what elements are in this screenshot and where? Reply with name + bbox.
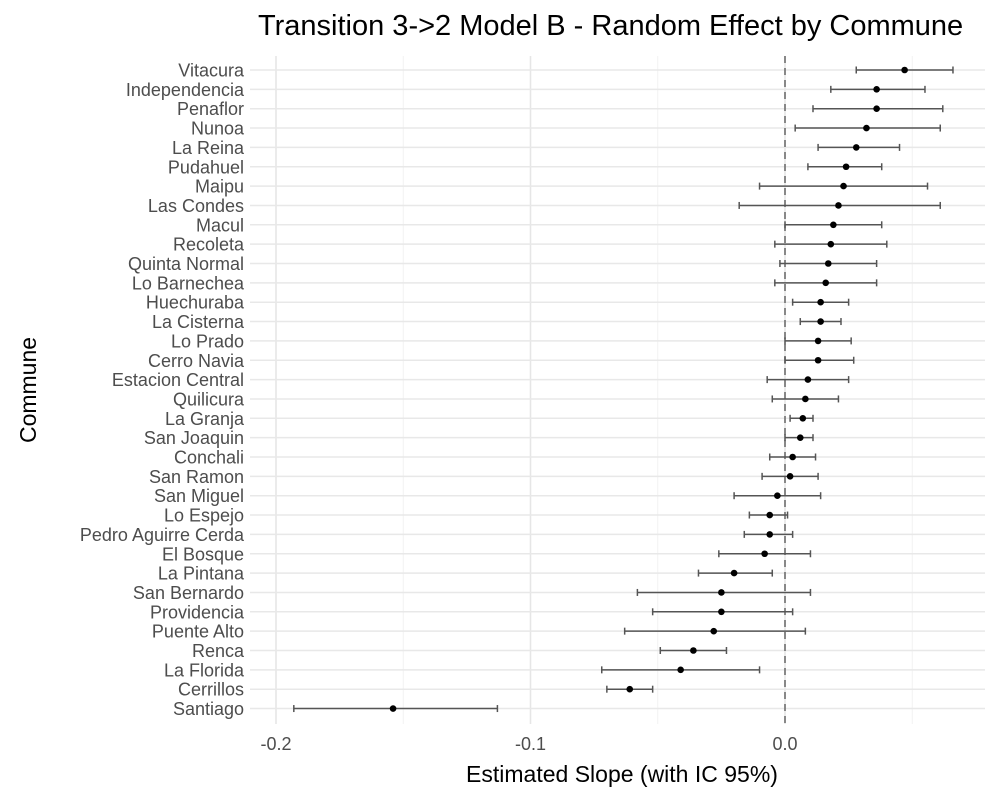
y-tick-label: Conchali: [174, 448, 244, 468]
y-tick-label: Lo Prado: [171, 331, 244, 351]
point-recoleta: [827, 240, 835, 248]
point-puente-alto: [710, 627, 718, 635]
point-cerro-navia: [814, 356, 822, 364]
y-tick-label: Santiago: [173, 699, 244, 719]
x-tick-label: 0.0: [772, 734, 797, 754]
point-pedro-aguirre-cerda: [766, 531, 774, 538]
point-penaflor: [873, 105, 880, 112]
y-tick-label: Pedro Aguirre Cerda: [80, 525, 245, 545]
y-tick-label: Pudahuel: [168, 157, 244, 177]
point-quinta-normal: [824, 260, 832, 267]
point-san-ramon: [786, 473, 794, 480]
y-tick-label: Nunoa: [191, 119, 245, 139]
y-tick-label: Quinta Normal: [128, 254, 244, 274]
x-tick-label: -0.2: [260, 734, 291, 754]
point-renca: [690, 647, 697, 654]
y-tick-label: Penaflor: [177, 99, 244, 119]
point-conchali: [789, 453, 796, 461]
point-la-reina: [852, 144, 860, 151]
y-tick-label: Renca: [192, 641, 245, 661]
point-lo-prado: [814, 337, 822, 345]
y-tick-label: San Joaquin: [144, 428, 244, 448]
x-tick-labels: -0.2 -0.1 0.0: [260, 734, 797, 754]
estimate-points: [389, 66, 908, 712]
point-san-bernardo: [718, 589, 725, 596]
y-tick-label: La Pintana: [158, 564, 245, 584]
point-la-florida: [677, 666, 684, 674]
y-axis-title: Commune: [15, 337, 41, 443]
point-huechuraba: [817, 298, 824, 306]
point-la-pintana: [730, 569, 738, 577]
y-tick-label: Recoleta: [173, 235, 245, 255]
y-tick-label: Independencia: [126, 80, 245, 100]
y-tick-label: Las Condes: [148, 196, 244, 216]
y-tick-label: Vitacura: [178, 61, 245, 81]
point-independencia: [873, 86, 880, 93]
chart-title: Transition 3->2 Model B - Random Effect …: [258, 10, 964, 42]
y-tick-label: La Florida: [164, 660, 245, 680]
y-tick-label: San Bernardo: [133, 583, 244, 603]
point-lo-barnechea: [822, 279, 830, 287]
point-maipu: [840, 182, 847, 190]
y-tick-label: La Cisterna: [152, 312, 245, 332]
y-tick-label: La Granja: [165, 409, 245, 429]
point-san-joaquin: [796, 434, 804, 441]
confidence-intervals: [293, 66, 954, 713]
y-tick-label: Lo Barnechea: [132, 273, 245, 293]
y-tick-label: La Reina: [172, 138, 245, 158]
point-pudahuel: [842, 163, 850, 171]
point-san-miguel: [774, 492, 781, 500]
grid-lines: [250, 56, 985, 724]
y-tick-label: Huechuraba: [146, 293, 245, 313]
y-tick-label: Cerro Navia: [148, 351, 245, 371]
point-nunoa: [863, 124, 870, 132]
point-quilicura: [802, 395, 809, 403]
y-tick-label: Lo Espejo: [164, 506, 244, 526]
y-tick-label: San Ramon: [149, 467, 244, 487]
point-el-bosque: [761, 550, 768, 558]
point-la-cisterna: [817, 318, 824, 325]
point-estacion-central: [804, 376, 812, 383]
point-macul: [830, 221, 837, 229]
y-tick-label: Quilicura: [173, 389, 245, 409]
y-tick-label: Providencia: [150, 602, 245, 622]
point-cerrillos: [626, 685, 634, 693]
y-tick-label: Macul: [196, 215, 244, 235]
y-tick-label: Puente Alto: [152, 622, 244, 642]
x-axis-title: Estimated Slope (with IC 95%): [466, 761, 778, 787]
point-providencia: [718, 608, 725, 616]
x-tick-label: -0.1: [515, 734, 546, 754]
y-tick-label: Estacion Central: [112, 370, 244, 390]
point-vitacura: [901, 66, 908, 74]
point-lo-espejo: [766, 511, 774, 519]
y-tick-label: San Miguel: [154, 486, 244, 506]
point-santiago: [389, 705, 397, 712]
point-la-granja: [799, 415, 807, 422]
y-tick-label: Maipu: [195, 177, 244, 197]
y-tick-label: Cerrillos: [178, 680, 244, 700]
point-las-condes: [835, 202, 842, 209]
y-tick-label: El Bosque: [162, 544, 244, 564]
